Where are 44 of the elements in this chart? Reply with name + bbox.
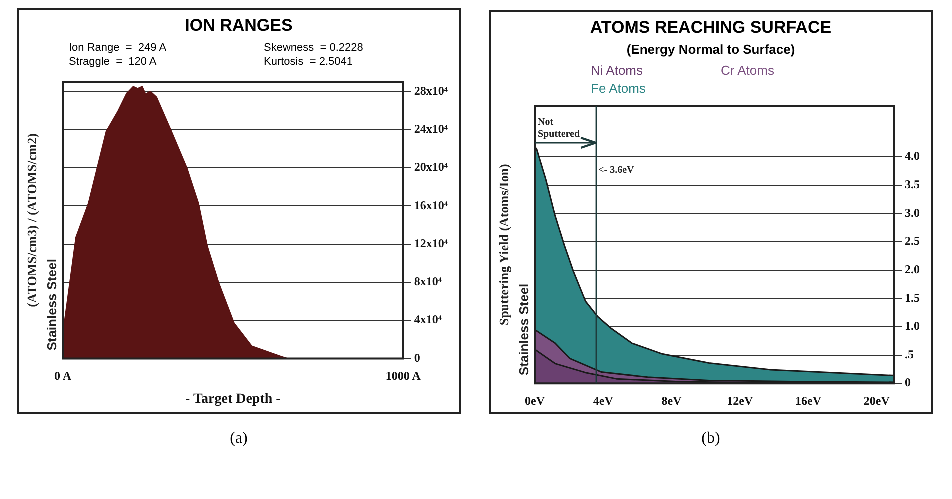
chart-title: ATOMS REACHING SURFACE [589, 18, 833, 38]
chart-title: ION RANGES [184, 16, 294, 36]
x-tick-label: 4eV [593, 394, 614, 408]
text: Stainless Steel [44, 259, 60, 351]
text: Stainless Steel [516, 284, 532, 376]
x-tick-label: 8eV [662, 394, 682, 408]
text: (a) [230, 430, 248, 448]
y-tick-label: 2.5 [905, 234, 920, 248]
text: (b) [702, 430, 720, 448]
x-tick-label: 20eV [864, 394, 890, 408]
y-tick-label: 8x10⁴ [414, 274, 442, 289]
y-tick-label: 3.5 [905, 178, 920, 192]
y-tick-label: 3.0 [905, 206, 920, 220]
y-tick-label: 4.0 [905, 149, 920, 164]
x-tick-label: 0 A [54, 369, 72, 384]
y-tick-label: 2.0 [905, 262, 920, 276]
y-tick-label: 1.0 [905, 319, 920, 334]
x-tick-label: 0eV [525, 394, 546, 408]
y-tick-label: 20x10⁴ [414, 160, 448, 174]
text: Fe Atoms [591, 81, 647, 96]
y-axis-title: (ATOMS/cm3) / (ATOMS/cm2) [24, 134, 40, 308]
y-tick-label: 1.5 [905, 290, 920, 305]
y-tick-label: 4x10⁴ [414, 312, 442, 327]
text: Straggle = 120 A [69, 56, 158, 68]
y-tick-label: 0 [905, 376, 911, 390]
y-tick-label: 12x10⁴ [414, 236, 448, 250]
text: Kurtosis = 2.5041 [264, 56, 354, 68]
y-tick-label: 28x10⁴ [414, 84, 448, 98]
chart-subtitle: (Energy Normal to Surface) [626, 42, 796, 57]
text: Ni Atoms [591, 63, 644, 78]
annotation: Not Sputtered [538, 117, 580, 140]
x-tick-label: 12eV [727, 394, 754, 408]
y-tick-label: 0 [414, 350, 420, 365]
y-tick-label: .5 [905, 347, 914, 362]
y-tick-label: 24x10⁴ [414, 122, 448, 136]
x-axis-title: - Target Depth - [186, 392, 282, 408]
ref-line-label: <- 3.6eV [598, 164, 636, 176]
x-tick-label: 16eV [796, 394, 822, 408]
text: Skewness = 0.2228 [264, 42, 364, 54]
y-tick-label: 16x10⁴ [414, 198, 448, 212]
x-tick-label: 1000 A [386, 369, 422, 384]
y-axis-title: Sputtering Yield (Atoms/Ion) [496, 164, 512, 326]
text: Ion Range = 249 A [69, 42, 168, 54]
text: Cr Atoms [721, 63, 776, 78]
